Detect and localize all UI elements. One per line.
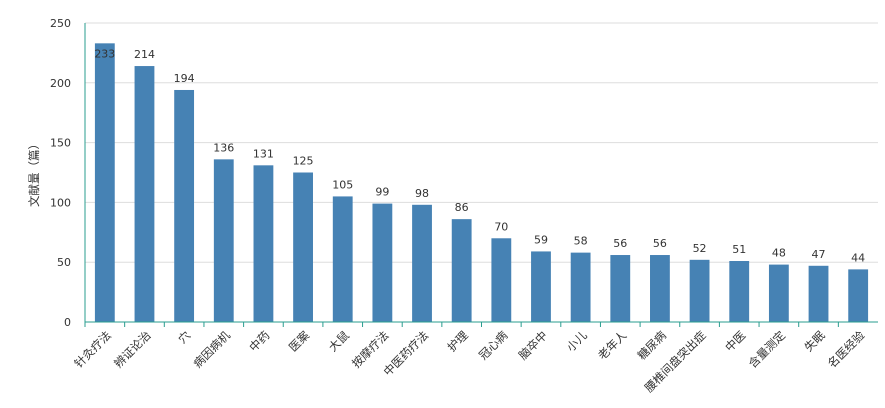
- x-category-label: 针灸疗法: [72, 328, 114, 370]
- data-label: 98: [415, 187, 429, 200]
- bar: [570, 252, 591, 322]
- gridlines: [85, 22, 878, 263]
- data-label: 48: [772, 247, 786, 260]
- data-label: 47: [812, 248, 826, 261]
- data-label: 233: [94, 47, 115, 60]
- bar: [451, 219, 472, 322]
- y-tick-label: 50: [57, 256, 71, 269]
- bar: [491, 238, 512, 322]
- bar: [134, 66, 155, 322]
- data-label: 131: [253, 147, 274, 160]
- x-category-label: 小儿: [564, 328, 591, 355]
- bar: [213, 159, 234, 322]
- data-label: 59: [534, 233, 548, 246]
- bar: [531, 251, 551, 322]
- x-category-label: 病因病机: [190, 328, 233, 371]
- data-label: 52: [693, 242, 707, 255]
- data-labels: 233 214 194 136 131 125 105 99 98 86 70 59 58 56 56 52 5…: [94, 47, 865, 264]
- bar: [610, 255, 631, 322]
- bar: [650, 255, 670, 322]
- data-label: 194: [174, 72, 195, 85]
- x-category-label: 老年人: [595, 328, 630, 363]
- data-label: 86: [455, 201, 469, 214]
- x-category-label: 大鼠: [326, 328, 353, 355]
- data-label: 56: [613, 237, 627, 250]
- x-category-label: 医案: [286, 328, 313, 355]
- data-label: 125: [293, 155, 314, 168]
- x-category-label: 辨证论治: [111, 328, 153, 370]
- bar: [848, 269, 869, 322]
- bars: [94, 43, 869, 322]
- bar: [808, 265, 829, 322]
- y-tick-label: 250: [50, 17, 71, 30]
- bar: [412, 204, 432, 322]
- data-label: 99: [375, 186, 389, 199]
- data-label: 105: [332, 178, 353, 191]
- x-category-label: 糖尿病: [635, 328, 670, 363]
- x-category-label: 中药: [246, 328, 272, 354]
- data-label: 44: [851, 251, 865, 264]
- x-category-label: 失眠: [801, 328, 828, 355]
- bar: [372, 203, 393, 322]
- x-category-label: 含量测定: [746, 328, 789, 371]
- data-label: 136: [213, 141, 234, 154]
- data-label: 51: [732, 243, 746, 256]
- x-category-label: 冠心病: [476, 328, 511, 363]
- y-axis-title: 文献量（篇）: [27, 138, 41, 207]
- bar: [689, 259, 710, 322]
- x-category-label: 脑卒中: [516, 328, 550, 362]
- y-tick-label: 100: [50, 196, 71, 209]
- bar: [332, 196, 353, 322]
- bar: [293, 172, 313, 322]
- data-label: 70: [494, 220, 508, 233]
- y-tick-label: 150: [50, 137, 71, 150]
- y-tick-label: 200: [50, 77, 71, 90]
- data-label: 56: [653, 237, 667, 250]
- bar: [768, 264, 789, 322]
- x-category-label: 穴: [175, 328, 193, 346]
- x-category-label: 名医经验: [825, 328, 868, 371]
- x-category-label: 护理: [445, 328, 472, 355]
- x-category-label: 中医: [722, 328, 748, 354]
- data-label: 214: [134, 48, 155, 61]
- bar: [253, 165, 274, 322]
- bar: [729, 261, 750, 322]
- data-label: 58: [574, 235, 588, 248]
- y-tick-label: 0: [64, 316, 71, 329]
- y-axis-ticks: 0 50 100 150 200 250: [50, 17, 71, 329]
- bar: [94, 43, 115, 322]
- bar: [174, 89, 195, 322]
